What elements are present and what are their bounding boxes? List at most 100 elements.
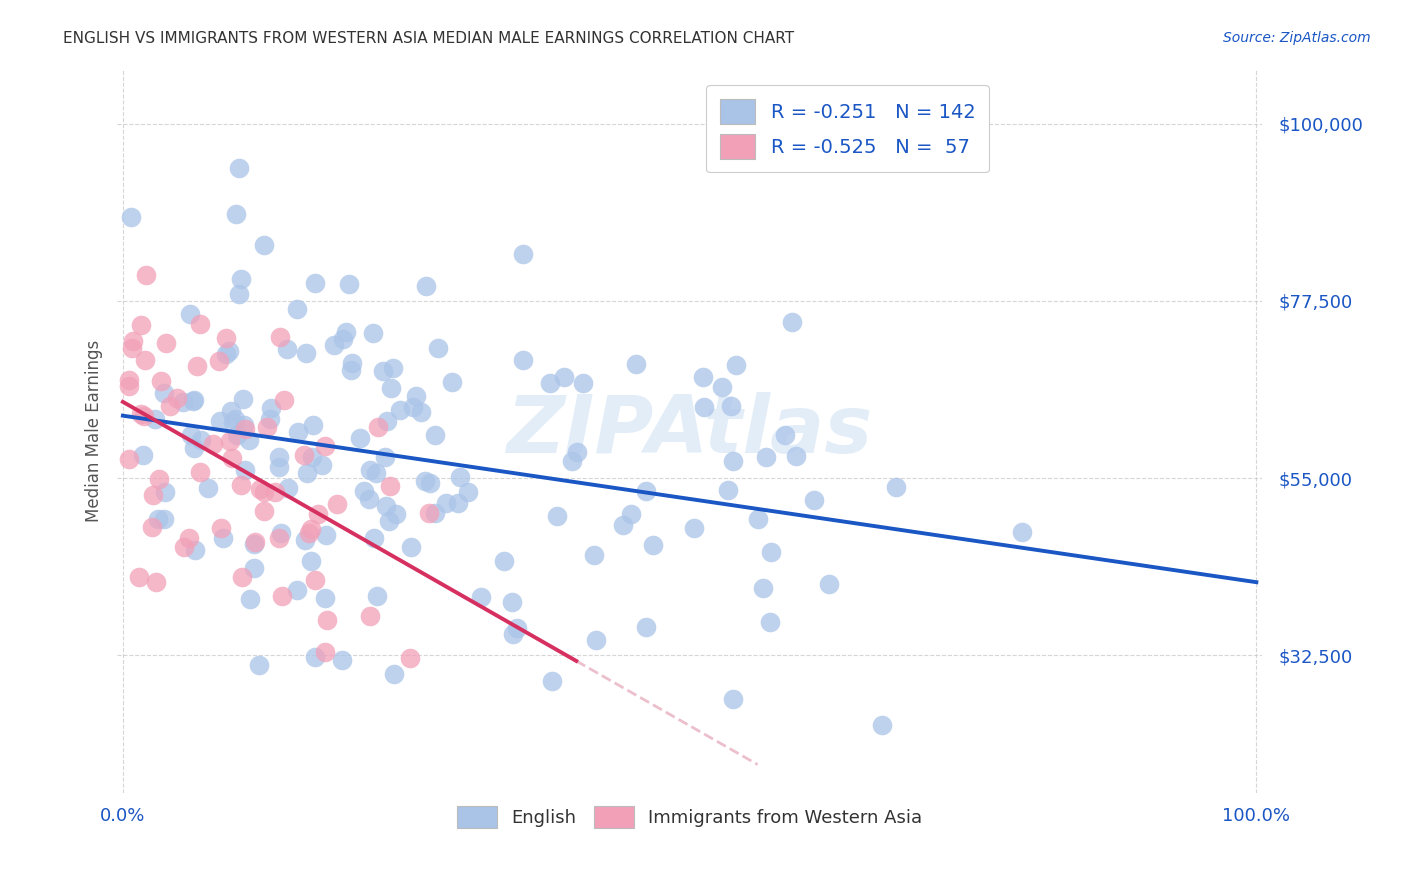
Point bbox=[117, 373, 139, 387]
Point bbox=[884, 480, 907, 494]
Point bbox=[759, 615, 782, 629]
Point bbox=[129, 318, 152, 333]
Point bbox=[231, 272, 253, 286]
Point bbox=[226, 427, 249, 442]
Point bbox=[197, 481, 219, 495]
Point bbox=[121, 334, 143, 349]
Point bbox=[780, 315, 803, 329]
Point bbox=[373, 450, 395, 464]
Point bbox=[620, 507, 643, 521]
Point bbox=[540, 674, 562, 689]
Point bbox=[292, 448, 315, 462]
Point bbox=[337, 277, 360, 292]
Point bbox=[316, 613, 339, 627]
Point bbox=[215, 347, 238, 361]
Point bbox=[166, 391, 188, 405]
Point bbox=[219, 404, 242, 418]
Point bbox=[298, 525, 321, 540]
Point bbox=[183, 392, 205, 407]
Point bbox=[389, 402, 412, 417]
Point bbox=[276, 343, 298, 357]
Point bbox=[287, 582, 309, 597]
Point bbox=[382, 666, 405, 681]
Point bbox=[120, 211, 142, 225]
Point bbox=[512, 247, 534, 261]
Point bbox=[118, 379, 141, 393]
Point bbox=[717, 483, 740, 498]
Point bbox=[287, 425, 309, 439]
Point bbox=[565, 445, 588, 459]
Point bbox=[375, 414, 398, 428]
Point bbox=[128, 570, 150, 584]
Point bbox=[153, 386, 176, 401]
Point bbox=[243, 561, 266, 575]
Point bbox=[423, 427, 446, 442]
Point bbox=[239, 591, 262, 606]
Point bbox=[145, 574, 167, 589]
Point bbox=[720, 399, 742, 413]
Point bbox=[267, 532, 290, 546]
Point bbox=[222, 415, 245, 429]
Point bbox=[449, 470, 471, 484]
Point bbox=[270, 589, 292, 603]
Point bbox=[325, 497, 347, 511]
Point bbox=[470, 590, 492, 604]
Point bbox=[132, 409, 155, 423]
Point bbox=[233, 462, 256, 476]
Point bbox=[411, 405, 433, 419]
Point bbox=[299, 554, 322, 568]
Point bbox=[269, 330, 291, 344]
Point bbox=[297, 466, 319, 480]
Point bbox=[314, 439, 336, 453]
Point bbox=[143, 412, 166, 426]
Point bbox=[294, 533, 316, 548]
Point bbox=[238, 433, 260, 447]
Point bbox=[146, 512, 169, 526]
Point bbox=[546, 509, 568, 524]
Point bbox=[179, 308, 201, 322]
Point bbox=[342, 356, 364, 370]
Point bbox=[301, 418, 323, 433]
Point bbox=[172, 394, 194, 409]
Point bbox=[634, 620, 657, 634]
Point bbox=[129, 407, 152, 421]
Text: ZIPAtlas: ZIPAtlas bbox=[506, 392, 873, 470]
Point bbox=[159, 400, 181, 414]
Point bbox=[402, 400, 425, 414]
Point bbox=[225, 207, 247, 221]
Point bbox=[415, 279, 437, 293]
Point bbox=[405, 389, 427, 403]
Point bbox=[457, 484, 479, 499]
Point bbox=[252, 504, 274, 518]
Point bbox=[636, 484, 658, 499]
Point bbox=[233, 418, 256, 433]
Point bbox=[117, 452, 139, 467]
Point bbox=[301, 450, 323, 464]
Point bbox=[253, 238, 276, 252]
Point bbox=[434, 495, 457, 509]
Point bbox=[538, 376, 561, 390]
Point bbox=[418, 507, 440, 521]
Point bbox=[363, 326, 385, 341]
Point bbox=[721, 692, 744, 706]
Point bbox=[218, 434, 240, 448]
Point bbox=[378, 515, 401, 529]
Point bbox=[180, 427, 202, 442]
Point bbox=[710, 380, 733, 394]
Point bbox=[243, 537, 266, 551]
Point bbox=[229, 477, 252, 491]
Point bbox=[184, 543, 207, 558]
Point bbox=[817, 577, 839, 591]
Point bbox=[247, 658, 270, 673]
Point bbox=[218, 344, 240, 359]
Point bbox=[399, 540, 422, 554]
Point bbox=[561, 454, 583, 468]
Point bbox=[775, 428, 797, 442]
Point bbox=[339, 362, 361, 376]
Point bbox=[349, 431, 371, 445]
Point bbox=[186, 359, 208, 373]
Point bbox=[190, 433, 212, 447]
Point bbox=[502, 627, 524, 641]
Point bbox=[425, 506, 447, 520]
Point bbox=[267, 459, 290, 474]
